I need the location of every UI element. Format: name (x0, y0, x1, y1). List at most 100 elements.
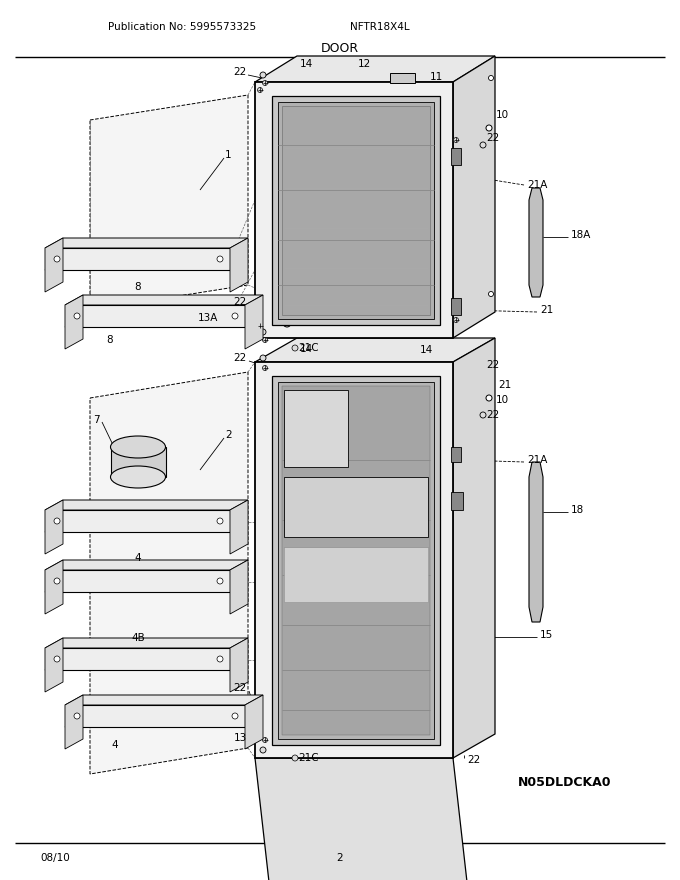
Text: 13A: 13A (198, 313, 218, 323)
Polygon shape (65, 295, 263, 305)
Circle shape (258, 324, 262, 328)
Text: 21C: 21C (298, 343, 319, 353)
Polygon shape (529, 188, 543, 297)
Text: 8: 8 (135, 282, 141, 292)
Text: 11: 11 (430, 72, 443, 82)
Circle shape (232, 713, 238, 719)
Text: Publication No: 5995573325: Publication No: 5995573325 (108, 22, 256, 32)
Circle shape (480, 412, 486, 418)
Text: 22: 22 (234, 683, 247, 693)
Text: 22: 22 (234, 297, 247, 307)
Polygon shape (230, 560, 248, 614)
Circle shape (260, 747, 266, 753)
Text: 8: 8 (107, 335, 114, 345)
Text: 22: 22 (234, 353, 247, 363)
Circle shape (454, 318, 458, 322)
Text: 2: 2 (225, 430, 232, 440)
Circle shape (262, 80, 267, 85)
Polygon shape (278, 382, 434, 739)
Text: 08/10: 08/10 (40, 853, 70, 863)
Polygon shape (255, 758, 495, 880)
Text: 10: 10 (496, 110, 509, 120)
Circle shape (260, 355, 266, 361)
Circle shape (488, 76, 494, 80)
Circle shape (54, 578, 60, 584)
Polygon shape (65, 695, 83, 749)
Polygon shape (45, 638, 63, 692)
Polygon shape (45, 638, 248, 648)
Text: 22: 22 (486, 410, 499, 420)
Polygon shape (282, 106, 430, 315)
Text: 18A: 18A (571, 230, 592, 240)
Polygon shape (65, 305, 245, 327)
Polygon shape (111, 447, 166, 477)
Polygon shape (45, 560, 248, 570)
Text: 4: 4 (112, 740, 118, 750)
Circle shape (260, 72, 266, 78)
Text: 14: 14 (420, 345, 433, 355)
Polygon shape (45, 560, 63, 614)
Polygon shape (65, 695, 263, 705)
Polygon shape (278, 102, 434, 319)
Text: 18: 18 (571, 505, 584, 515)
Circle shape (283, 734, 291, 742)
Text: 13: 13 (234, 733, 247, 743)
Ellipse shape (110, 466, 165, 488)
Polygon shape (282, 386, 430, 735)
Polygon shape (45, 570, 230, 592)
Polygon shape (65, 705, 245, 727)
Polygon shape (45, 238, 63, 292)
Text: 22: 22 (467, 755, 480, 765)
Circle shape (74, 713, 80, 719)
Circle shape (217, 656, 223, 662)
Circle shape (292, 755, 298, 761)
Text: 21A: 21A (527, 455, 547, 465)
Text: 22: 22 (486, 133, 499, 143)
Circle shape (74, 313, 80, 319)
Text: 4B: 4B (131, 633, 145, 643)
Polygon shape (65, 717, 263, 727)
Text: 2: 2 (337, 853, 343, 863)
Polygon shape (65, 317, 263, 327)
Polygon shape (230, 500, 248, 554)
Text: 21C: 21C (298, 753, 319, 763)
Circle shape (262, 338, 267, 342)
Polygon shape (278, 733, 290, 745)
Polygon shape (451, 492, 463, 510)
Polygon shape (453, 56, 495, 338)
Polygon shape (284, 547, 428, 602)
Polygon shape (272, 96, 440, 325)
Polygon shape (45, 238, 248, 248)
Polygon shape (284, 477, 428, 537)
Polygon shape (245, 695, 263, 749)
Text: 4: 4 (135, 553, 141, 563)
Polygon shape (284, 390, 348, 467)
Text: 15: 15 (540, 630, 554, 640)
Circle shape (486, 395, 492, 401)
Circle shape (454, 137, 458, 143)
Ellipse shape (110, 436, 165, 458)
Circle shape (217, 256, 223, 262)
Polygon shape (230, 638, 248, 692)
Text: 14: 14 (300, 344, 313, 354)
Polygon shape (451, 298, 461, 315)
Circle shape (54, 256, 60, 262)
Text: 22: 22 (234, 67, 247, 77)
Circle shape (217, 518, 223, 524)
Circle shape (283, 319, 291, 327)
Text: 14: 14 (300, 59, 313, 69)
Polygon shape (245, 295, 263, 349)
Polygon shape (45, 248, 230, 270)
Polygon shape (45, 522, 248, 532)
Polygon shape (272, 376, 440, 745)
Circle shape (292, 345, 298, 351)
Circle shape (480, 142, 486, 148)
Polygon shape (45, 500, 63, 554)
Circle shape (54, 656, 60, 662)
Text: NFTR18X4L: NFTR18X4L (350, 22, 410, 32)
Polygon shape (45, 648, 230, 670)
Text: 1: 1 (225, 150, 232, 160)
Polygon shape (255, 338, 495, 362)
Text: 10: 10 (496, 395, 509, 405)
Circle shape (262, 737, 267, 743)
